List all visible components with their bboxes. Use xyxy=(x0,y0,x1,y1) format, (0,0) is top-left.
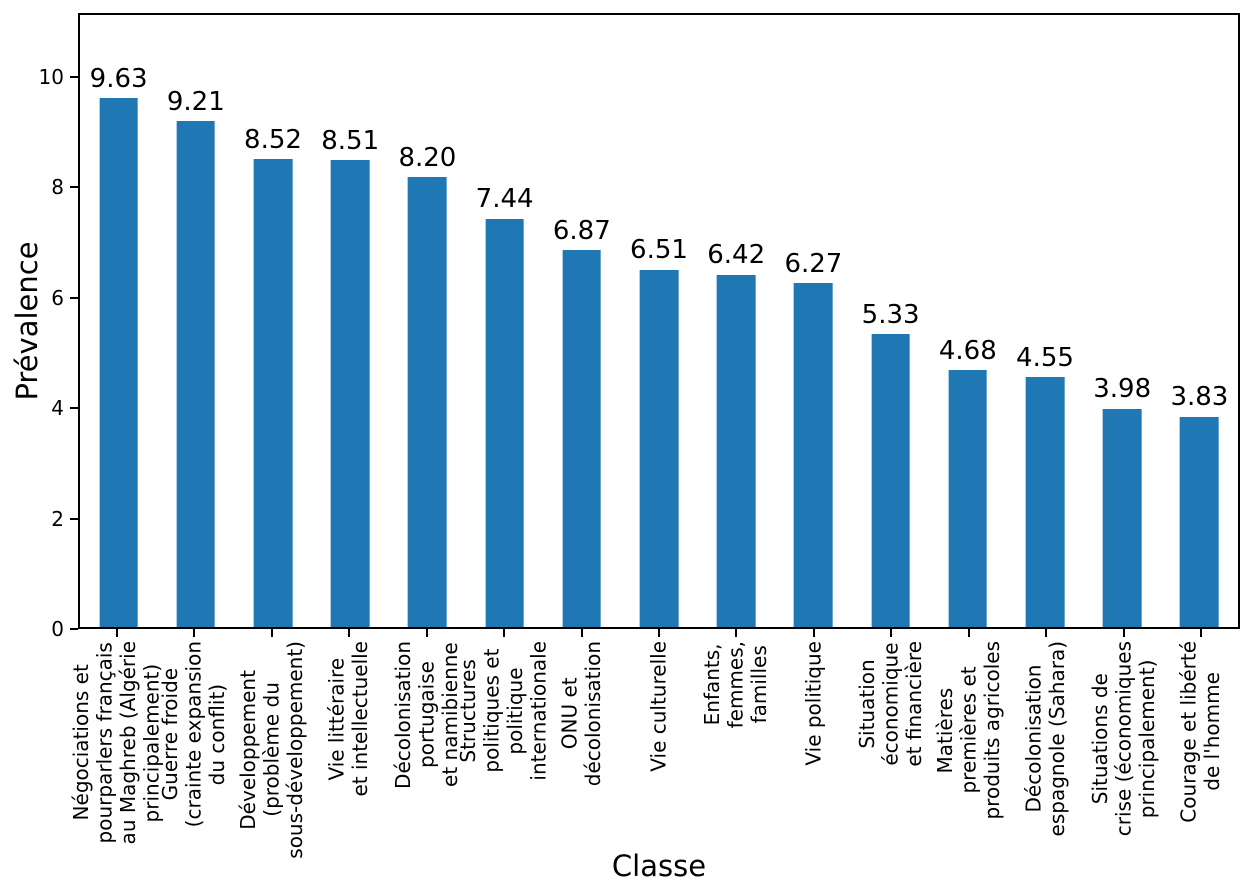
x-tick-label-text: Enfants, femmes, familles xyxy=(700,641,772,729)
bar-value-label: 9.21 xyxy=(166,87,225,118)
x-tick-label: Enfants, femmes, familles xyxy=(700,641,772,729)
bar-value-label: 7.44 xyxy=(475,184,534,215)
bar-value-label: 6.42 xyxy=(707,240,766,271)
bar xyxy=(794,282,833,627)
x-tick-mark xyxy=(193,629,196,637)
x-tick-label: Structures politiques et politique inter… xyxy=(456,641,551,781)
y-tick-label: 6 xyxy=(51,285,64,310)
x-tick-mark xyxy=(425,629,428,637)
bar-value-label: 6.87 xyxy=(552,215,611,246)
x-tick-label-text: Structures politiques et politique inter… xyxy=(456,641,551,781)
x-axis: Négociations et pourparlers français au … xyxy=(69,629,1240,869)
bar xyxy=(716,274,756,627)
x-tick-mark xyxy=(503,629,506,637)
bar xyxy=(1102,408,1142,627)
x-tick-label-text: Matières premières et produits agricoles xyxy=(932,641,1004,820)
y-tick-mark xyxy=(70,628,78,630)
x-tick-label: Vie culturelle xyxy=(646,641,671,772)
x-tick-label: Situation économique et financière xyxy=(855,641,927,767)
x-tick-label-text: Vie littéraire et intellectuelle xyxy=(324,641,373,797)
bar xyxy=(639,269,679,627)
x-tick-label-text: Courage et libérté de l'homme xyxy=(1176,641,1225,823)
x-tick-mark xyxy=(1200,629,1203,637)
bar-value-label: 8.52 xyxy=(244,125,302,156)
x-tick-label: Négociations et pourparlers français au … xyxy=(68,641,164,845)
bar-value-label: 8.51 xyxy=(321,125,380,156)
x-tick-label-text: Développement (problème du sous-développ… xyxy=(235,641,307,859)
bar xyxy=(1180,416,1219,627)
bar-value-label: 6.27 xyxy=(784,248,843,279)
x-tick-label: ONU et décolonisation xyxy=(557,641,605,787)
x-tick-mark xyxy=(580,629,583,637)
plot-area: 9.63 9.21 8.52 8.51 8.20 7.44 6.87 6.51 6.42 6.27… xyxy=(78,13,1240,629)
bar-value-label: 8.20 xyxy=(398,142,457,173)
bar-value-label: 4.68 xyxy=(938,335,997,366)
x-tick-mark xyxy=(348,629,351,637)
y-tick-label: 0 xyxy=(51,617,64,641)
bar-value-label: 3.98 xyxy=(1093,374,1152,405)
x-tick-label-text: Décolonisation portugaise et namibienne xyxy=(390,641,462,789)
x-tick-mark xyxy=(115,629,118,637)
bar xyxy=(485,218,524,627)
x-tick-label-text: Situation économique et financière xyxy=(855,641,927,767)
x-tick-mark xyxy=(270,629,273,637)
bar xyxy=(562,249,602,627)
y-tick-label: 8 xyxy=(51,175,64,200)
x-tick-label: Décolonisation espagnole (Sahara) xyxy=(1021,641,1070,837)
x-tick-label: Vie littéraire et intellectuelle xyxy=(324,641,373,797)
y-axis: 0 2 4 6 8 10 xyxy=(0,13,78,641)
bar-value-label: 6.51 xyxy=(630,235,688,266)
y-tick-mark xyxy=(70,407,78,409)
x-tick-label-text: Vie culturelle xyxy=(646,641,671,772)
x-tick-mark xyxy=(967,629,970,637)
y-tick-label: 4 xyxy=(51,396,64,420)
bar xyxy=(1025,377,1065,627)
bar-value-label: 9.63 xyxy=(89,64,148,95)
x-tick-label: Matières premières et produits agricoles xyxy=(932,641,1005,820)
x-tick-label: Situations de crise (économiques princip… xyxy=(1087,641,1160,837)
bar-value-label: 4.55 xyxy=(1016,342,1074,373)
y-tick-mark xyxy=(70,186,78,189)
bar xyxy=(408,176,447,627)
x-tick-label-text: Guerre froide (crainte expansion du conf… xyxy=(157,641,229,828)
x-axis-title: Classe xyxy=(611,849,707,883)
bar xyxy=(99,98,138,627)
y-tick-label: 10 xyxy=(38,64,64,89)
x-tick-mark xyxy=(1045,629,1048,637)
x-tick-label: Guerre froide (crainte expansion du conf… xyxy=(157,641,230,828)
x-tick-mark xyxy=(890,629,893,637)
x-tick-label: Courage et libérté de l'homme xyxy=(1176,641,1225,823)
y-tick-label: 2 xyxy=(51,506,64,531)
x-tick-label: Vie politique xyxy=(801,641,826,766)
bar xyxy=(871,334,910,627)
bar xyxy=(330,159,370,627)
x-tick-label-text: ONU et décolonisation xyxy=(557,641,605,787)
bar xyxy=(948,370,988,627)
x-tick-label: Développement (problème du sous-développ… xyxy=(235,641,307,859)
x-tick-mark xyxy=(658,629,660,637)
bar-value-label: 5.33 xyxy=(861,300,920,331)
x-tick-label-text: Vie politique xyxy=(801,641,826,766)
bar xyxy=(176,121,216,627)
y-tick-mark xyxy=(70,517,78,520)
bar-value-label: 3.83 xyxy=(1170,382,1229,413)
y-tick-mark xyxy=(70,296,78,299)
x-tick-label: Décolonisation portugaise et namibienne xyxy=(390,641,462,789)
x-tick-label-text: Négociations et pourparlers français au … xyxy=(68,641,164,845)
x-tick-mark xyxy=(812,629,815,637)
x-tick-label-text: Décolonisation espagnole (Sahara) xyxy=(1021,641,1070,837)
x-tick-label-text: Situations de crise (économiques princip… xyxy=(1087,641,1159,837)
bar xyxy=(253,159,293,627)
y-tick-mark xyxy=(70,75,78,78)
x-tick-mark xyxy=(735,629,738,637)
x-tick-mark xyxy=(1122,629,1125,637)
